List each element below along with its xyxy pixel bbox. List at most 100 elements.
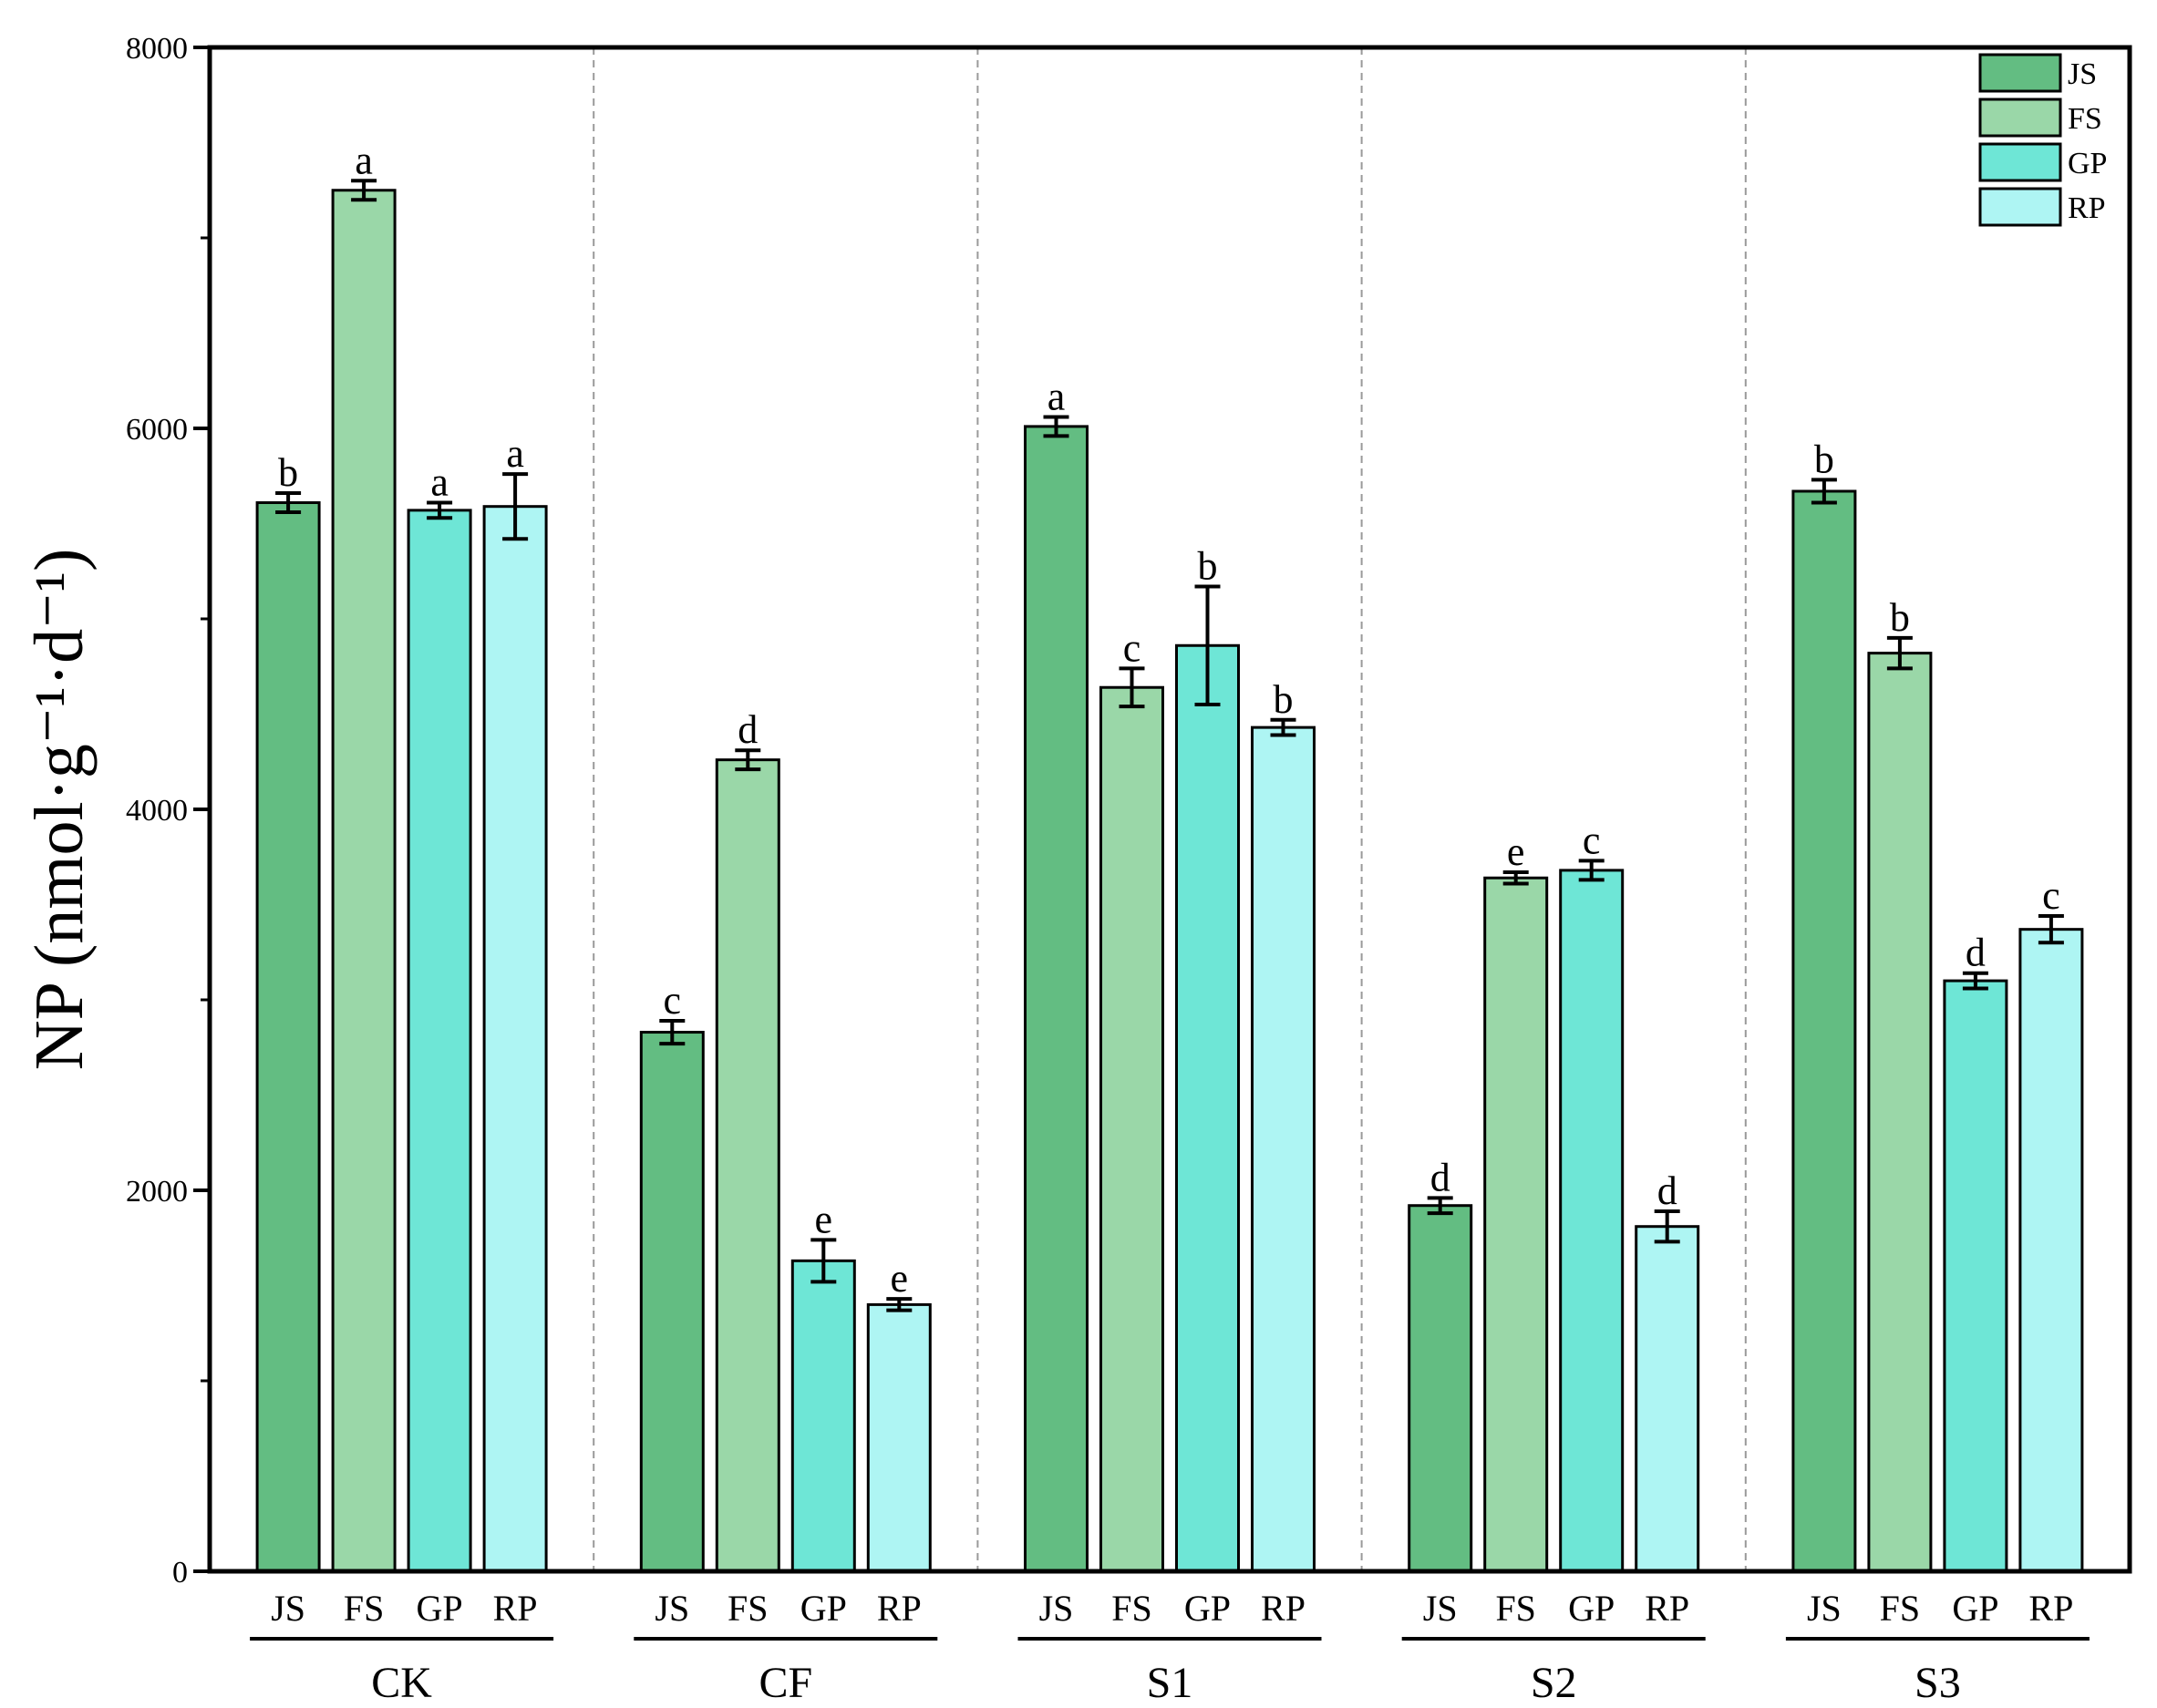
- x-tick-label: JS: [1807, 1588, 1842, 1629]
- group-label-cf: CF: [759, 1659, 812, 1707]
- error-bar: [275, 491, 302, 514]
- error-bar: [502, 472, 529, 541]
- significance-letter: e: [891, 1256, 909, 1301]
- legend-swatch-js: [1978, 53, 2062, 93]
- bar-s1-rp: [1251, 725, 1316, 1573]
- x-tick-label: FS: [728, 1588, 769, 1629]
- y-axis: 0 2000 4000 6000 8000: [126, 32, 210, 1590]
- legend: JS FS GP RP: [1978, 53, 2107, 227]
- error-bar: [1043, 415, 1069, 438]
- error-bar: [1962, 971, 1988, 991]
- bar-s1-fs: [1099, 685, 1164, 1573]
- group-label-s2: S2: [1531, 1659, 1577, 1707]
- significance-letter: b: [278, 450, 298, 495]
- bars: [255, 189, 2084, 1573]
- error-bar: [810, 1238, 837, 1284]
- error-bar: [1119, 666, 1145, 709]
- bar-s1-js: [1024, 425, 1089, 1573]
- bar-s2-rp: [1635, 1225, 1700, 1573]
- error-bar: [1502, 869, 1529, 886]
- bar-ck-fs: [331, 189, 397, 1573]
- significance-letter: a: [1048, 374, 1066, 418]
- y-tick-label: 2000: [126, 1175, 188, 1209]
- y-axis-label: NP (nmol·g⁻¹·d⁻¹): [21, 549, 98, 1071]
- error-bar: [1811, 478, 1837, 505]
- significance-letter: c: [1583, 818, 1601, 862]
- x-tick-label: FS: [1495, 1588, 1536, 1629]
- bar-s2-fs: [1483, 876, 1549, 1573]
- error-bar: [2038, 914, 2064, 945]
- significance-letter: b: [1814, 437, 1834, 481]
- bar-cf-gp: [790, 1259, 856, 1573]
- x-tick-label: FS: [344, 1588, 385, 1629]
- error-bar: [1427, 1196, 1453, 1216]
- bar-cf-js: [639, 1031, 705, 1573]
- x-tick-label: RP: [1261, 1588, 1306, 1629]
- significance-letter: c: [1123, 625, 1141, 670]
- bar-ck-gp: [407, 509, 472, 1573]
- x-axis: JS FS GP RP CK JS FS GP RP CF JS FS GP RP S1 JS FS GP RP S2…: [250, 1588, 2090, 1707]
- legend-swatch-fs: [1978, 98, 2062, 138]
- y-tick-label: 6000: [126, 413, 188, 447]
- x-tick-label: GP: [800, 1588, 847, 1629]
- significance-letter: a: [506, 431, 524, 476]
- bar-s2-js: [1408, 1204, 1473, 1573]
- x-tick-label: GP: [1952, 1588, 1998, 1629]
- significance-letter: b: [1274, 677, 1294, 722]
- bar-s3-js: [1791, 489, 1857, 1573]
- bar-ck-js: [255, 501, 321, 1573]
- x-tick-label: GP: [1184, 1588, 1231, 1629]
- significance-letter: b: [1890, 595, 1910, 640]
- x-tick-label: RP: [493, 1588, 538, 1629]
- group-dividers: [593, 47, 1747, 1571]
- bar-s3-fs: [1867, 652, 1933, 1573]
- x-tick-label: RP: [877, 1588, 922, 1629]
- significance-letter: a: [430, 460, 449, 505]
- x-tick-label: JS: [271, 1588, 305, 1629]
- bar-s3-gp: [1943, 979, 2008, 1573]
- group-label-s1: S1: [1147, 1659, 1193, 1707]
- group-label-ck: CK: [371, 1659, 432, 1707]
- legend-label-gp: GP: [2068, 147, 2107, 180]
- group-label-s3: S3: [1914, 1659, 1961, 1707]
- bar-s2-gp: [1559, 869, 1625, 1573]
- significance-letter: d: [738, 707, 758, 752]
- error-bar: [1194, 584, 1221, 707]
- error-bar: [351, 179, 377, 202]
- significance-letter: e: [815, 1197, 833, 1241]
- legend-label-rp: RP: [2068, 191, 2106, 225]
- x-tick-label: RP: [1645, 1588, 1689, 1629]
- error-bar: [1654, 1209, 1680, 1244]
- significance-letter: e: [1507, 829, 1525, 874]
- significance-letter: a: [355, 138, 373, 182]
- significance-letter: d: [1966, 931, 1986, 975]
- y-tick-label: 4000: [126, 794, 188, 828]
- error-bar: [1270, 717, 1296, 737]
- x-tick-label: GP: [1568, 1588, 1615, 1629]
- significance-letters: b c a d b a d c e b a e b c d a e b d c: [278, 138, 2060, 1301]
- significance-letter: d: [1657, 1168, 1677, 1213]
- bar-s1-gp: [1175, 643, 1240, 1573]
- bar-ck-rp: [482, 505, 548, 1573]
- significance-letter: d: [1430, 1155, 1450, 1199]
- x-tick-label: FS: [1111, 1588, 1152, 1629]
- legend-swatch-gp: [1978, 142, 2062, 182]
- error-bar: [886, 1297, 913, 1312]
- x-tick-label: GP: [417, 1588, 463, 1629]
- legend-label-js: JS: [2068, 57, 2097, 91]
- significance-letter: c: [2042, 873, 2060, 918]
- bar-cf-fs: [715, 758, 780, 1573]
- error-bar: [735, 748, 761, 772]
- bar-cf-rp: [866, 1302, 932, 1573]
- x-tick-label: JS: [1039, 1588, 1074, 1629]
- significance-letter: c: [664, 978, 682, 1023]
- y-tick-label: 8000: [126, 32, 188, 66]
- x-tick-label: JS: [1423, 1588, 1458, 1629]
- x-tick-label: RP: [2028, 1588, 2073, 1629]
- error-bar: [659, 1018, 686, 1046]
- error-bars: [275, 179, 2064, 1312]
- y-tick-label: 0: [172, 1556, 188, 1590]
- error-bar: [427, 500, 453, 520]
- error-bar: [1578, 859, 1605, 882]
